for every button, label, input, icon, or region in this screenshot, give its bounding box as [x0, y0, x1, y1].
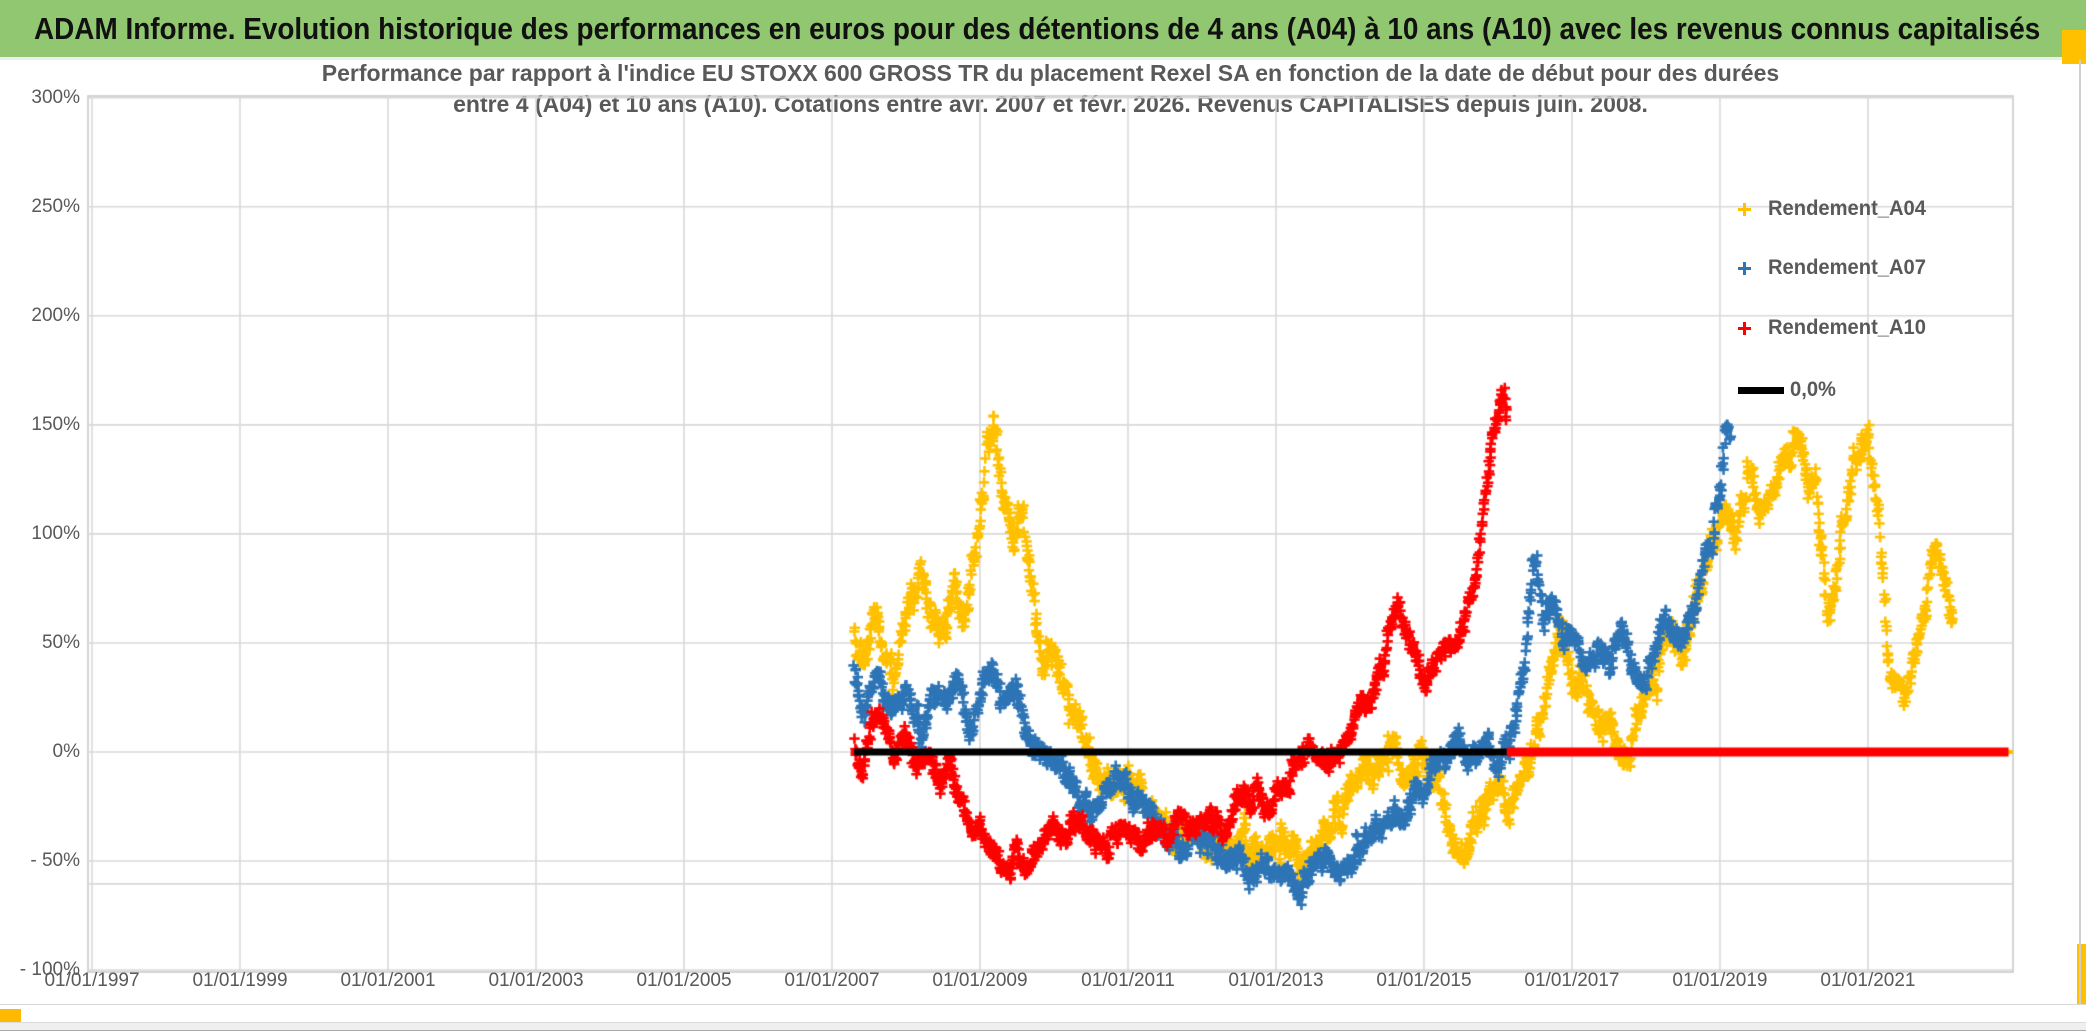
x-axis-label: 01/01/2007 [784, 970, 880, 991]
x-axis-label: 01/01/2021 [1820, 970, 1916, 991]
legend-label: Rendement_A10 [1768, 316, 1926, 339]
accent-mark-bottom-left [0, 1009, 21, 1022]
x-axis-label: 01/01/1999 [192, 970, 288, 991]
y-axis-label: 0% [52, 740, 80, 762]
legend-line-swatch-icon [1738, 386, 1784, 394]
x-axis-label: 01/01/2011 [1081, 970, 1175, 991]
y-axis-label: 100% [31, 522, 80, 544]
y-axis-label: 200% [31, 304, 80, 326]
chart-bottom-divider [0, 1004, 2086, 1005]
x-axis-label: 01/01/2009 [932, 970, 1028, 991]
legend-item-rendement-a07[interactable]: Rendement_A07 [1738, 253, 1933, 283]
legend-item-rendement-a10[interactable]: Rendement_A10 [1738, 313, 1933, 343]
legend-plus-marker-icon [1738, 321, 1751, 335]
y-axis-label: 50% [41, 631, 80, 653]
x-axis-label: 01/01/2017 [1524, 970, 1620, 991]
y-axis-label: 300% [31, 86, 80, 108]
accent-mark-top-right [2062, 30, 2086, 64]
y-axis-label: 150% [31, 413, 80, 435]
legend-label: Rendement_A04 [1768, 197, 1926, 220]
legend-label: 0,0% [1790, 378, 1836, 401]
x-axis-label: 01/01/2015 [1376, 970, 1472, 991]
x-axis-label: 01/01/2003 [488, 970, 584, 991]
x-axis-label: 01/01/1997 [44, 970, 140, 991]
legend-plus-marker-icon [1738, 202, 1751, 216]
legend-label: Rendement_A07 [1768, 256, 1926, 279]
legend-item-rendement-a04[interactable]: Rendement_A04 [1738, 194, 1933, 224]
x-axis-label: 01/01/2013 [1228, 970, 1324, 991]
x-axis-label: 01/01/2005 [636, 970, 732, 991]
chart-right-border [2079, 60, 2081, 1005]
y-axis-label: - 50% [30, 850, 80, 871]
y-axis-label: - 100% [19, 959, 80, 981]
horizontal-scrollbar-track[interactable] [0, 1022, 2086, 1031]
legend-plus-marker-icon [1738, 261, 1751, 275]
x-axis-label: 01/01/2001 [340, 970, 436, 991]
legend-item-0-0-[interactable]: 0,0% [1738, 375, 1838, 405]
x-axis-label: 01/01/2019 [1672, 970, 1768, 991]
accent-mark-bottom-right [2077, 944, 2086, 1005]
y-axis-label: 250% [31, 195, 80, 217]
